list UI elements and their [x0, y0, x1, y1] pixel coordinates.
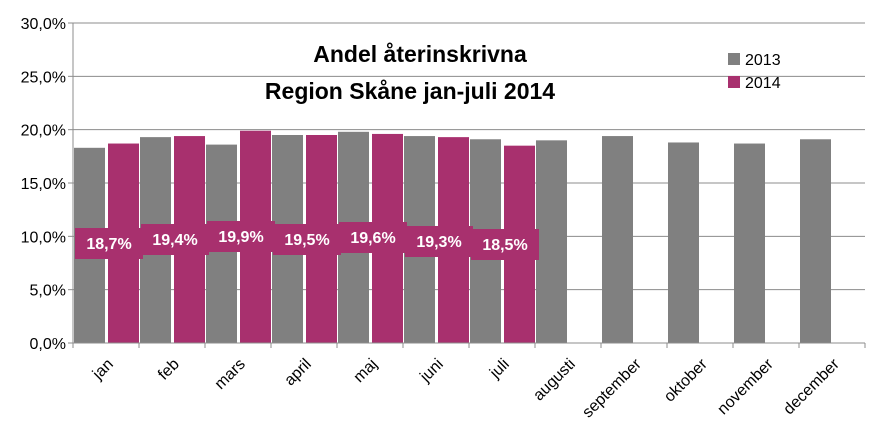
legend-swatch-2013	[728, 53, 740, 65]
data-label-juli: 18,5%	[482, 237, 527, 254]
data-label-box-mars	[207, 221, 275, 252]
data-label-juni: 19,3%	[416, 234, 461, 251]
y-tick-label: 20,0%	[21, 123, 66, 140]
legend-swatch-2014	[728, 76, 740, 88]
y-tick-label: 15,0%	[21, 176, 66, 193]
x-tick-label-november: november	[714, 355, 777, 418]
data-label-box-juli	[471, 229, 539, 260]
data-label-jan: 18,7%	[86, 236, 131, 253]
y-tick-label: 5,0%	[30, 283, 66, 300]
bar-2013-november	[734, 143, 765, 343]
data-label-april: 19,5%	[284, 232, 329, 249]
data-label-maj: 19,6%	[350, 230, 395, 247]
x-tick-label-september: september	[579, 355, 645, 421]
bar-2013-december	[800, 139, 831, 343]
data-labels: 18,7% 19,4% 19,9% 19,5% 19,6% 19,3% 18,5%	[75, 221, 539, 260]
data-label-mars: 19,9%	[218, 229, 263, 246]
chart-title-line-1: Andel återinskrivna	[313, 41, 527, 67]
y-tick-label: 30,0%	[21, 16, 66, 33]
x-tick-label-april: april	[281, 356, 314, 389]
bar-2013-september	[602, 136, 633, 343]
legend: 2013 2014	[728, 52, 781, 92]
data-label-box-jan	[75, 228, 143, 259]
bar-2013-oktober	[668, 142, 699, 343]
x-tick-label-jan: jan	[89, 356, 117, 384]
x-tick-label-feb: feb	[155, 356, 183, 384]
chart-title-line-2: Region Skåne jan-juli 2014	[265, 78, 555, 104]
y-tick-label: 0,0%	[30, 336, 66, 353]
x-tick-label-maj: maj	[351, 356, 381, 386]
bar-2013-augusti	[536, 140, 567, 343]
legend-label-2013: 2013	[745, 52, 781, 69]
data-label-box-feb	[141, 224, 209, 255]
y-tick-label: 10,0%	[21, 229, 66, 246]
x-tick-label-mars: mars	[212, 356, 249, 393]
x-tick-label-juli: juli	[486, 356, 513, 383]
data-label-box-juni	[405, 226, 473, 257]
legend-label-2014: 2014	[745, 75, 781, 92]
x-tick-label-december: december	[780, 355, 843, 418]
y-axis-ticks: 0,0% 5,0% 10,0% 15,0% 20,0% 25,0% 30,0%	[21, 16, 74, 353]
data-label-box-maj	[339, 222, 407, 253]
x-tick-label-augusti: augusti	[530, 356, 579, 405]
data-label-feb: 19,4%	[152, 232, 197, 249]
x-tick-label-oktober: oktober	[661, 355, 711, 405]
x-axis-ticks: jan feb mars april maj juni juli augusti septemb…	[72, 343, 866, 421]
data-label-box-april	[273, 224, 341, 255]
y-tick-label: 25,0%	[21, 69, 66, 86]
x-tick-label-juni: juni	[416, 356, 446, 386]
